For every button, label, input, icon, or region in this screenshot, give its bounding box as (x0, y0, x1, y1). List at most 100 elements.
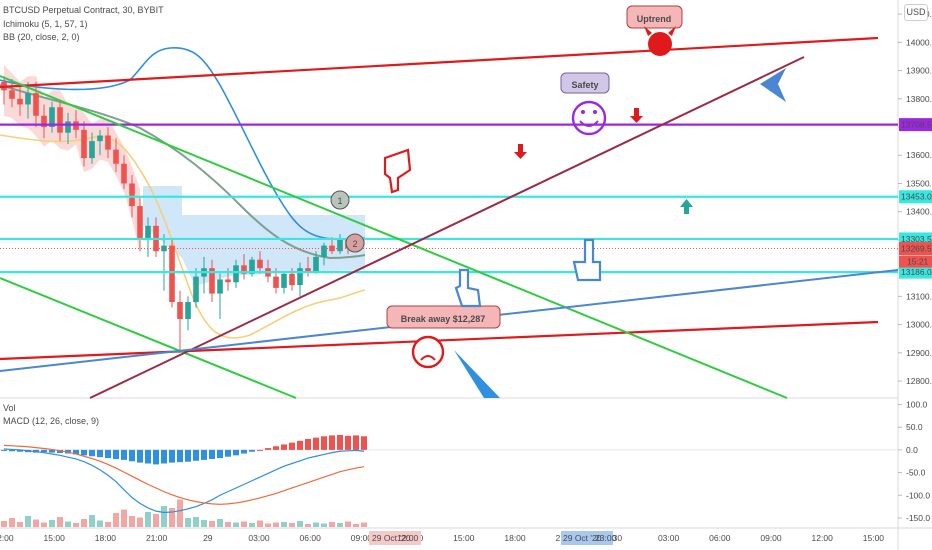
volume-bar (305, 524, 311, 527)
volume-bar (49, 520, 55, 527)
green-channel-upper (0, 75, 788, 399)
time-tick-label: 03:00 (658, 533, 680, 543)
macd-histogram-bar (241, 449, 247, 454)
currency-button[interactable]: USD (904, 4, 928, 21)
candle-body (33, 93, 39, 116)
candle-body (89, 141, 95, 159)
macd-histogram-bar (329, 435, 335, 450)
candle-body (241, 265, 247, 274)
macd-histogram-bar (113, 449, 119, 459)
macd-histogram-bar (41, 449, 47, 453)
macd-histogram-bar (361, 436, 367, 450)
volume-bar (321, 523, 327, 527)
time-tick-label: 06:00 (709, 533, 731, 543)
macd-tick-label: 0.0 (906, 445, 918, 455)
macd-histogram-bar (57, 449, 63, 454)
macd-tick-label: -50.0 (906, 468, 926, 478)
macd-histogram-bar (49, 449, 55, 453)
macd-histogram-bar (153, 449, 159, 465)
volume-bar (193, 517, 199, 527)
macd-histogram-bar (289, 442, 295, 450)
macd-line (3, 448, 365, 514)
macd-histogram-bar (17, 449, 23, 452)
price-tick-label: 13000.0 (906, 320, 932, 330)
candle-body (289, 273, 295, 286)
candle-body (297, 268, 303, 286)
volume-bar (33, 519, 39, 527)
time-tick-label: 18:00 (504, 533, 526, 543)
macd-histogram-bar (281, 444, 287, 450)
price-tick-label: 13400.0 (906, 207, 932, 217)
volume-bar (145, 512, 151, 527)
time-highlight-label: 23:00 (595, 533, 617, 543)
vol-legend[interactable]: Vol (3, 403, 16, 413)
breakaway-bubble (386, 305, 501, 329)
price-tick-label: 13100.0 (906, 291, 932, 301)
green-channel-lower (0, 277, 297, 399)
price-tag-label: 13708.5 (901, 120, 932, 130)
smiley-icon (571, 100, 607, 136)
time-highlight-label: 29 Oct '20 (563, 533, 602, 543)
safety-bubble (560, 72, 610, 94)
bb-legend[interactable]: BB (20, close, 2, 0) (3, 32, 80, 42)
macd-legend[interactable]: MACD (12, 26, close, 9) (3, 416, 100, 426)
marker-1-icon (330, 190, 350, 210)
price-tag (899, 190, 932, 204)
macd-tick-label: -100.0 (906, 490, 930, 500)
volume-bar (233, 522, 239, 527)
volume-bar (81, 519, 87, 527)
time-tick-label: 03:00 (248, 533, 270, 543)
candle-body (9, 90, 15, 99)
volume-bar (209, 521, 215, 527)
macd-histogram-bar (177, 449, 183, 463)
volume-bar (153, 514, 159, 527)
price-tick-label: 12900.0 (906, 348, 932, 358)
volume-bar (137, 517, 143, 527)
volume-bar (297, 521, 303, 527)
candle-body (233, 265, 239, 283)
macd-histogram-bar (129, 449, 135, 462)
candle-body (169, 245, 175, 303)
macd-histogram-bar (265, 448, 271, 450)
candle-body (185, 302, 191, 319)
volume-bar (73, 523, 79, 527)
volume-bar (105, 522, 111, 527)
time-tick-label: 30 (613, 533, 623, 543)
time-tick-label: 12:00 (812, 533, 834, 543)
price-tag-label: 13269.5 (901, 244, 932, 254)
candle-body (17, 98, 23, 105)
macd-histogram-bar (337, 434, 343, 450)
candle-body (49, 107, 55, 128)
macd-histogram-bar (89, 449, 95, 457)
volume-bar (9, 518, 15, 527)
candle-body (105, 135, 111, 150)
candle-body (305, 268, 311, 271)
candle-body (249, 259, 255, 274)
volume-bar (25, 516, 31, 527)
macd-histogram-bar (201, 449, 207, 460)
signal-line (3, 444, 365, 505)
candle-body (81, 129, 87, 159)
smiley-eye (593, 110, 597, 114)
volume-bar (345, 521, 351, 527)
price-tag (899, 265, 932, 279)
macd-histogram-bar (1, 449, 7, 451)
time-tick-label: 21:00 (146, 533, 168, 543)
candle-body (257, 259, 263, 269)
volume-bar (289, 523, 295, 527)
pointing-hand-blue-icon (454, 268, 482, 308)
macd-histogram-bar (137, 449, 143, 463)
uptrend-label: Uptrend (637, 14, 672, 24)
volume-bar (329, 522, 335, 527)
price-tick-label: 14000.0 (906, 37, 932, 47)
volume-bar (241, 521, 247, 527)
bb-upper-band (0, 47, 366, 241)
macd-histogram-bar (297, 440, 303, 450)
candle-body (137, 206, 143, 240)
time-tick-label: 09:00 (351, 533, 373, 543)
down-arrow-icon (630, 108, 643, 123)
ichimoku-lagging (0, 134, 366, 339)
ichimoku-legend[interactable]: Ichimoku (5, 1, 57, 1) (3, 19, 88, 29)
macd-histogram-bar (81, 449, 87, 456)
